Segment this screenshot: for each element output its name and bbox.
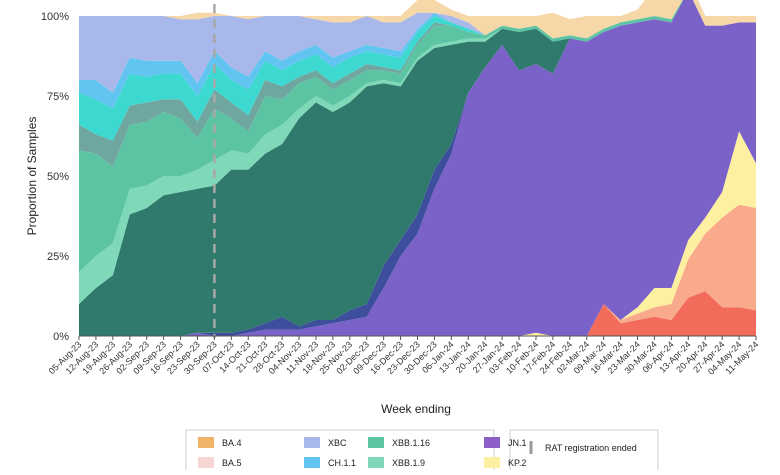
area-jn-1 [79, 0, 756, 336]
y-tick-label: 50% [47, 171, 69, 183]
area-xbb-1-9 [79, 0, 756, 304]
legend-swatch-kp-2 [484, 457, 500, 468]
legend-label-xbc: XBC [328, 438, 347, 448]
legend-swatch-ba-5 [198, 457, 214, 468]
legend: RAT registration ended BA.4 BA.5 XBC CH.1.1… [185, 429, 659, 475]
y-tick-label: 75% [47, 91, 69, 103]
area-xbb-1-5 [79, 0, 756, 167]
legend-marker-label: RAT registration ended [545, 443, 637, 453]
legend-swatch-xbc [304, 437, 320, 448]
y-tick-label: 25% [47, 251, 69, 263]
series-areas [79, 0, 756, 336]
legend-label-ba-4: BA.4 [222, 438, 242, 448]
area-xbb-1-16 [79, 0, 756, 272]
legend-swatch-xbb-1-16 [368, 437, 384, 448]
legend-label-jn-1: JN.1 [508, 438, 527, 448]
legend-swatch-ch-1-1 [304, 457, 320, 468]
legend-frame-variants [185, 429, 495, 475]
y-tick-label: 100% [41, 11, 69, 23]
x-axis-label: Week ending [381, 402, 451, 416]
y-tick-label: 0% [53, 331, 69, 343]
legend-label-xbb-1-9: XBB.1.9 [392, 458, 425, 468]
legend-swatch-jn-1 [484, 437, 500, 448]
legend-label-xbb-1-16: XBB.1.16 [392, 438, 430, 448]
legend-label-ba-5: BA.5 [222, 458, 242, 468]
legend-label-ch-1-1: CH.1.1 [328, 458, 356, 468]
area-ch-1-1 [79, 0, 756, 109]
area-eg-5 [79, 0, 756, 336]
legend-frame-marker [509, 429, 659, 475]
area-ba-4 [79, 0, 756, 39]
legend-swatch-ba-4 [198, 437, 214, 448]
legend-label-kp-2: KP.2 [508, 458, 526, 468]
x-axis: 05-Aug-2312-Aug-2319-Aug-2326-Aug-2302-S… [47, 336, 760, 377]
area-kp-1-1 [79, 291, 756, 336]
legend-swatch-xbb-1-9 [368, 457, 384, 468]
area-xbc [79, 0, 756, 93]
y-axis-label: Proportion of Samples [25, 117, 39, 236]
area-xbb [79, 0, 756, 141]
